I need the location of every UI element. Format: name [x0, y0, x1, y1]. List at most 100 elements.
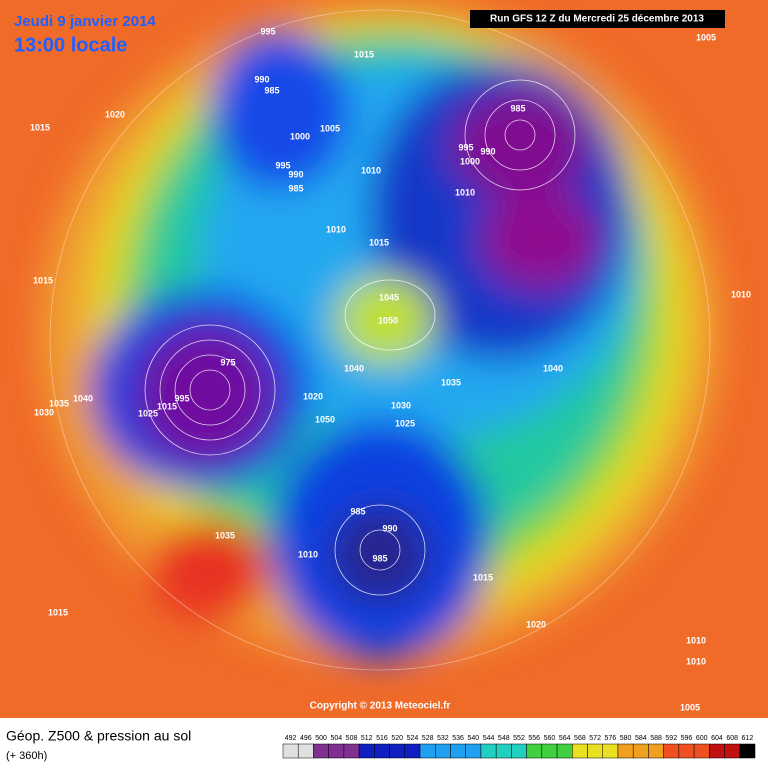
- isobar-label: 1035: [441, 377, 461, 387]
- isobar-label: 985: [350, 506, 365, 516]
- isobar-label: 1010: [326, 224, 346, 234]
- isobar-label: 990: [382, 523, 397, 533]
- isobar-label: 1005: [680, 702, 700, 712]
- scale-swatch: [480, 743, 497, 759]
- isobar-label: 1010: [298, 549, 318, 559]
- isobar-label: 985: [264, 85, 279, 95]
- isobar-label: 975: [220, 357, 235, 367]
- isobar-label: 1040: [344, 363, 364, 373]
- scale-swatch: [495, 743, 512, 759]
- scale-swatch: [693, 743, 710, 759]
- isobar-label: 1045: [379, 292, 399, 302]
- isobar-label: 1040: [73, 393, 93, 403]
- isobar-label: 1025: [395, 418, 415, 428]
- scale-label: 564: [559, 735, 571, 742]
- scale-swatch: [663, 743, 680, 759]
- scale-label: 496: [300, 735, 312, 742]
- scale-label: 520: [391, 735, 403, 742]
- scale-label: 524: [407, 735, 419, 742]
- scale-swatch: [297, 743, 314, 759]
- date: Jeudi 9 janvier 2014: [14, 13, 156, 30]
- scale-swatch: [358, 743, 375, 759]
- scale-swatch: [602, 743, 619, 759]
- scale-label: 516: [376, 735, 388, 742]
- isobar-label: 1010: [686, 656, 706, 666]
- scale-label: 568: [574, 735, 586, 742]
- scale-label: 572: [589, 735, 601, 742]
- scale-label: 492: [285, 735, 297, 742]
- scale-swatch: [678, 743, 695, 759]
- legend-title: Géop. Z500 & pression au sol: [6, 728, 191, 744]
- scale-label: 580: [620, 735, 632, 742]
- scale-swatch: [526, 743, 543, 759]
- scale-swatch: [511, 743, 527, 759]
- scale-swatch: [343, 743, 360, 759]
- scale-label: 544: [483, 735, 495, 742]
- time: 13:00 locale: [14, 34, 127, 56]
- scale-label: 528: [422, 735, 434, 742]
- isobar-labels: 1005101510209951015990985100010059959909…: [30, 26, 751, 712]
- scale-swatch: [724, 743, 741, 759]
- isobar-label: 1015: [33, 275, 53, 285]
- scale-swatch: [541, 743, 558, 759]
- scale-label: 532: [437, 735, 449, 742]
- isobar-label: 1030: [391, 400, 411, 410]
- isobar-label: 1035: [215, 530, 235, 540]
- isobar-label: 1020: [526, 619, 546, 629]
- scale-label: 604: [711, 735, 723, 742]
- scale-swatch: [313, 743, 329, 759]
- scale-swatch: [419, 743, 436, 759]
- lead-time: (+ 360h): [6, 750, 47, 762]
- color-scale: 492 496 500 504 508 512 516 520 524 528 532 536 540 5…: [282, 735, 756, 759]
- isobar-label: 1020: [105, 109, 125, 119]
- isobar-label: 985: [288, 183, 303, 193]
- isobar-label: 995: [275, 160, 290, 170]
- scale-swatch: [556, 743, 573, 759]
- scale-label: 556: [528, 735, 540, 742]
- isobar-label: 1030: [34, 407, 54, 417]
- field: [0, 0, 768, 718]
- isobar-label: 1050: [315, 414, 335, 424]
- scale-swatch: [739, 743, 756, 759]
- scale-swatch: [404, 743, 421, 759]
- scale-label: 512: [361, 735, 373, 742]
- isobar-label: 995: [458, 142, 473, 152]
- isobar-label: 1005: [696, 32, 716, 42]
- scale-swatch: [709, 743, 725, 759]
- scale-swatch: [587, 743, 603, 759]
- isobar-label: 985: [510, 103, 525, 113]
- isobar-label: 1020: [303, 391, 323, 401]
- isobar-label: 1035: [49, 398, 69, 408]
- scale-swatch: [648, 743, 664, 759]
- isobar-label: 1010: [731, 289, 751, 299]
- scale-label: 588: [650, 735, 662, 742]
- isobar-label: 990: [480, 146, 495, 156]
- scale-swatch: [282, 743, 299, 759]
- scale-swatch: [389, 743, 406, 759]
- scale-label: 608: [726, 735, 738, 742]
- scale-label: 536: [452, 735, 464, 742]
- isobar-label: 1015: [354, 49, 374, 59]
- isobar-label: 1025: [138, 408, 158, 418]
- scale-label: 612: [742, 735, 754, 742]
- scale-swatch: [572, 743, 588, 759]
- run-info: Run GFS 12 Z du Mercredi 25 décembre 201…: [490, 14, 704, 25]
- scale-label: 592: [665, 735, 677, 742]
- isobar-label: 1040: [543, 363, 563, 373]
- scale-swatch: [435, 743, 451, 759]
- scale-swatch: [450, 743, 466, 759]
- scale-label: 576: [605, 735, 617, 742]
- scale-swatch: [632, 743, 649, 759]
- scale-swatch: [465, 743, 482, 759]
- isobar-label: 1015: [157, 401, 177, 411]
- isobar-label: 1015: [369, 237, 389, 247]
- isobar-label: 1000: [290, 131, 310, 141]
- isobar-label: 990: [288, 169, 303, 179]
- isobar-label: 1015: [473, 572, 493, 582]
- scale-swatch: [328, 743, 345, 759]
- scale-label: 600: [696, 735, 708, 742]
- scale-swatch: [374, 743, 390, 759]
- isobar-label: 1010: [686, 635, 706, 645]
